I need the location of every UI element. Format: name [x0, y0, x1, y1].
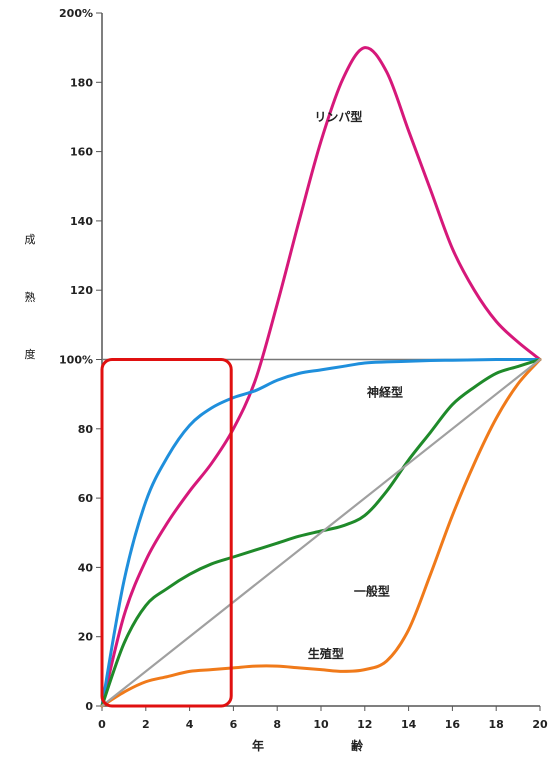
highlight-rectangle: [100, 358, 233, 708]
x-tick-label: 20: [532, 718, 548, 731]
y-tick-label: 40: [78, 561, 94, 574]
y-tick-label: 200%: [59, 7, 93, 20]
series-line: [100, 358, 542, 708]
y-tick-labels: 0 20 40 60 80 100% 120 140 160 180 200%: [59, 7, 102, 713]
series-label: リンパ型: [314, 109, 362, 124]
x-tick-label: 8: [273, 718, 281, 731]
x-axis-label-char: 齢: [351, 738, 364, 753]
series-label: 生殖型: [308, 646, 344, 661]
x-tick-labels: 0 2 4 6 8 10 12 14 16 18 20: [98, 706, 548, 731]
y-axis-label: 成熟度: [25, 233, 36, 361]
y-tick-label: 80: [78, 423, 94, 436]
series-line: [100, 357, 542, 708]
x-tick-label: 14: [401, 718, 417, 731]
x-tick-label: 12: [357, 718, 372, 731]
x-axis-label-char: 年: [252, 738, 264, 753]
y-tick-label: 100%: [59, 354, 93, 367]
series-line: [100, 358, 542, 708]
y-axis-label-char: 熟: [25, 290, 36, 304]
y-tick-label: 160: [70, 146, 93, 159]
series-label: 神経型: [367, 384, 403, 399]
y-tick-label: 120: [70, 284, 93, 297]
x-tick-label: 16: [445, 718, 461, 731]
series-lines: [100, 46, 542, 708]
y-axis-label-char: 度: [25, 347, 36, 361]
x-axis-label: 年齢: [252, 738, 364, 753]
x-tick-label: 2: [142, 718, 150, 731]
y-tick-label: 180: [70, 76, 93, 89]
x-tick-label: 0: [98, 718, 106, 731]
diagonal-reference-line: [100, 358, 542, 708]
y-tick-label: 60: [78, 492, 94, 505]
x-tick-label: 10: [313, 718, 329, 731]
x-tick-label: 6: [230, 718, 238, 731]
x-tick-label: 4: [186, 718, 194, 731]
series-label: 一般型: [354, 584, 390, 599]
y-tick-label: 20: [78, 631, 94, 644]
y-axis-label-char: 成: [25, 233, 36, 246]
y-tick-label: 0: [85, 700, 93, 713]
y-tick-label: 140: [70, 215, 93, 228]
series-line: [100, 46, 542, 708]
highlight-box: [100, 358, 233, 708]
x-tick-label: 18: [489, 718, 504, 731]
